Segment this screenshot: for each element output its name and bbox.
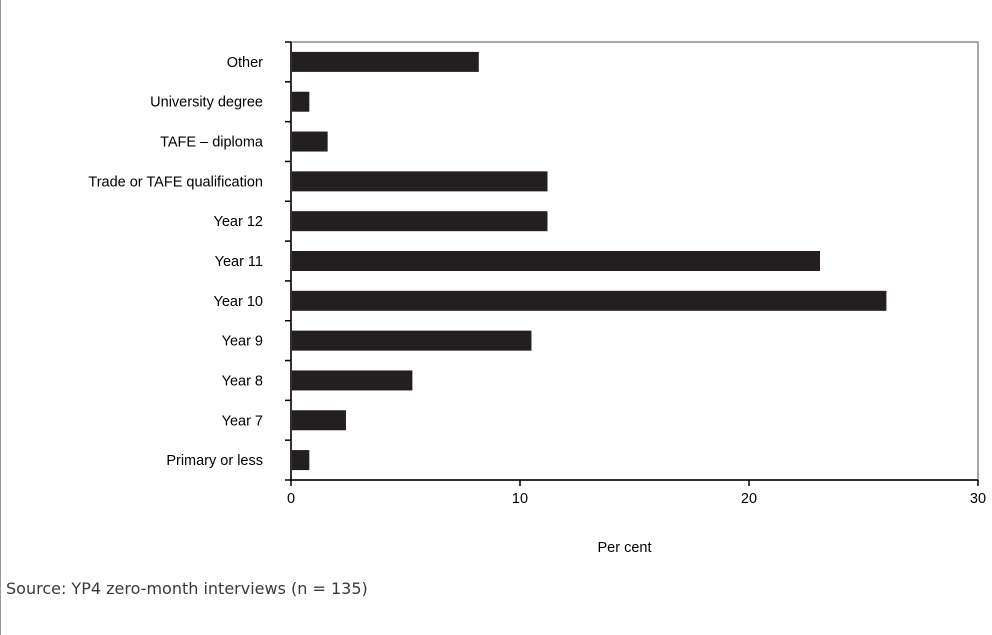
x-tick-label: 0 [287,491,295,507]
category-label: Other [227,55,263,71]
bar [292,450,310,471]
bar [292,171,548,192]
bar [292,410,346,431]
bar [292,51,479,72]
category-label: Year 9 [222,334,263,350]
bar-chart: Other University degree TAFE – diploma Trad… [88,41,986,556]
page-frame-edge [0,0,1,635]
bar [292,290,887,311]
bar [292,251,820,271]
category-label: TAFE – diploma [160,135,264,151]
bar [292,91,310,112]
category-label: Year 7 [222,413,263,429]
category-label: Year 8 [222,373,263,389]
category-label: Trade or TAFE qualification [88,174,263,190]
x-tick-label: 20 [741,491,757,507]
category-label: Year 10 [214,294,263,310]
x-tick-label: 10 [512,491,528,507]
category-label: Year 11 [215,254,263,270]
category-label: Year 12 [214,214,263,230]
x-axis-ticks: 0 10 20 30 [287,480,986,507]
bar [292,131,328,152]
y-axis-ticks [285,41,291,481]
category-labels: Other University degree TAFE – diploma Trad… [88,55,264,469]
bar [292,370,413,391]
bar-series [292,51,887,471]
bar [292,330,532,351]
category-label: Primary or less [166,453,263,469]
bar [292,211,548,232]
source-note: Source: YP4 zero-month interviews (n = 1… [6,579,368,598]
x-tick-label: 30 [970,491,986,507]
category-label: University degree [150,95,263,111]
x-axis-title: Per cent [598,540,652,556]
